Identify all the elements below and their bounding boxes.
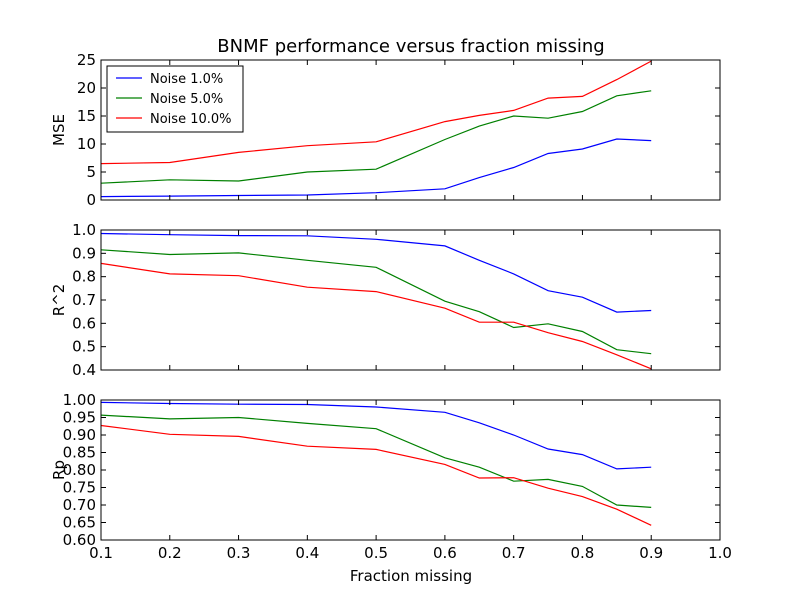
series-line-2 bbox=[100, 90, 652, 184]
y-tick-label: 0.80 bbox=[63, 461, 96, 479]
y-tick-label: 15 bbox=[77, 107, 96, 125]
y-tick-label: 0.4 bbox=[72, 361, 96, 379]
series-line-1 bbox=[100, 232, 652, 313]
y-tick-label: 0.70 bbox=[63, 496, 96, 514]
legend-box bbox=[106, 65, 244, 133]
y-tick-label: 0.9 bbox=[72, 244, 96, 262]
y-tick-label: 0 bbox=[86, 191, 96, 209]
x-tick-label: 0.5 bbox=[364, 544, 388, 562]
subplot-rp: 0.600.650.700.750.800.850.900.951.00 0.1 0… bbox=[50, 391, 732, 562]
series-line-3 bbox=[100, 424, 652, 526]
y-tick-label: 0.5 bbox=[72, 338, 96, 356]
x-tick-label: 0.3 bbox=[227, 544, 251, 562]
y-tick-label: 0.85 bbox=[63, 444, 96, 462]
legend-entry: Noise 10.0% bbox=[150, 112, 232, 127]
x-tick-label: 0.7 bbox=[502, 544, 526, 562]
x-tick-label: 1.0 bbox=[708, 544, 732, 562]
series-line-3 bbox=[100, 262, 652, 370]
legend: Noise 1.0% Noise 5.0% Noise 10.0% bbox=[106, 65, 244, 133]
series-line-2 bbox=[100, 249, 652, 355]
y-tick-label: 5 bbox=[86, 163, 96, 181]
y-tick-label: 1.00 bbox=[63, 391, 96, 409]
y-tick-label: 1.0 bbox=[72, 221, 96, 239]
x-axis-label: Fraction missing bbox=[350, 567, 472, 585]
x-tick-label: 0.8 bbox=[571, 544, 595, 562]
series-line-2 bbox=[100, 414, 652, 508]
series-line-1 bbox=[100, 401, 652, 470]
y-tick-label: 0.8 bbox=[72, 268, 96, 286]
x-tick-label: 0.1 bbox=[89, 544, 113, 562]
legend-entry: Noise 1.0% bbox=[150, 72, 223, 87]
y-tick-label: 20 bbox=[77, 79, 96, 97]
x-tick-label: 0.4 bbox=[295, 544, 319, 562]
chart-title: BNMF performance versus fraction missing bbox=[217, 36, 604, 57]
subplot-r-2: 0.4 0.5 0.6 0.7 0.8 0.9 1.0 R^2 bbox=[50, 221, 721, 379]
y-tick-label: 0.60 bbox=[63, 531, 96, 549]
y-tick-label: 0.75 bbox=[63, 479, 96, 497]
y-tick-label: 25 bbox=[77, 51, 96, 69]
x-tick-label: 0.6 bbox=[433, 544, 457, 562]
y-tick-label: 0.7 bbox=[72, 291, 96, 309]
y-tick-label: 10 bbox=[77, 135, 96, 153]
y-axis-label: MSE bbox=[50, 114, 68, 146]
y-tick-label: 0.65 bbox=[63, 514, 96, 532]
y-tick-label: 0.95 bbox=[63, 409, 96, 427]
y-axis-label: Rp bbox=[50, 460, 68, 480]
y-tick-label: 0.6 bbox=[72, 314, 96, 332]
series-line-3 bbox=[100, 60, 652, 165]
axes-frame bbox=[100, 399, 721, 541]
legend-entry: Noise 5.0% bbox=[150, 92, 223, 107]
x-tick-label: 0.9 bbox=[639, 544, 663, 562]
y-axis-label: R^2 bbox=[50, 284, 68, 317]
series-line-1 bbox=[100, 138, 652, 198]
x-tick-label: 0.2 bbox=[158, 544, 182, 562]
axes-frame bbox=[100, 59, 721, 201]
y-tick-label: 0.90 bbox=[63, 426, 96, 444]
